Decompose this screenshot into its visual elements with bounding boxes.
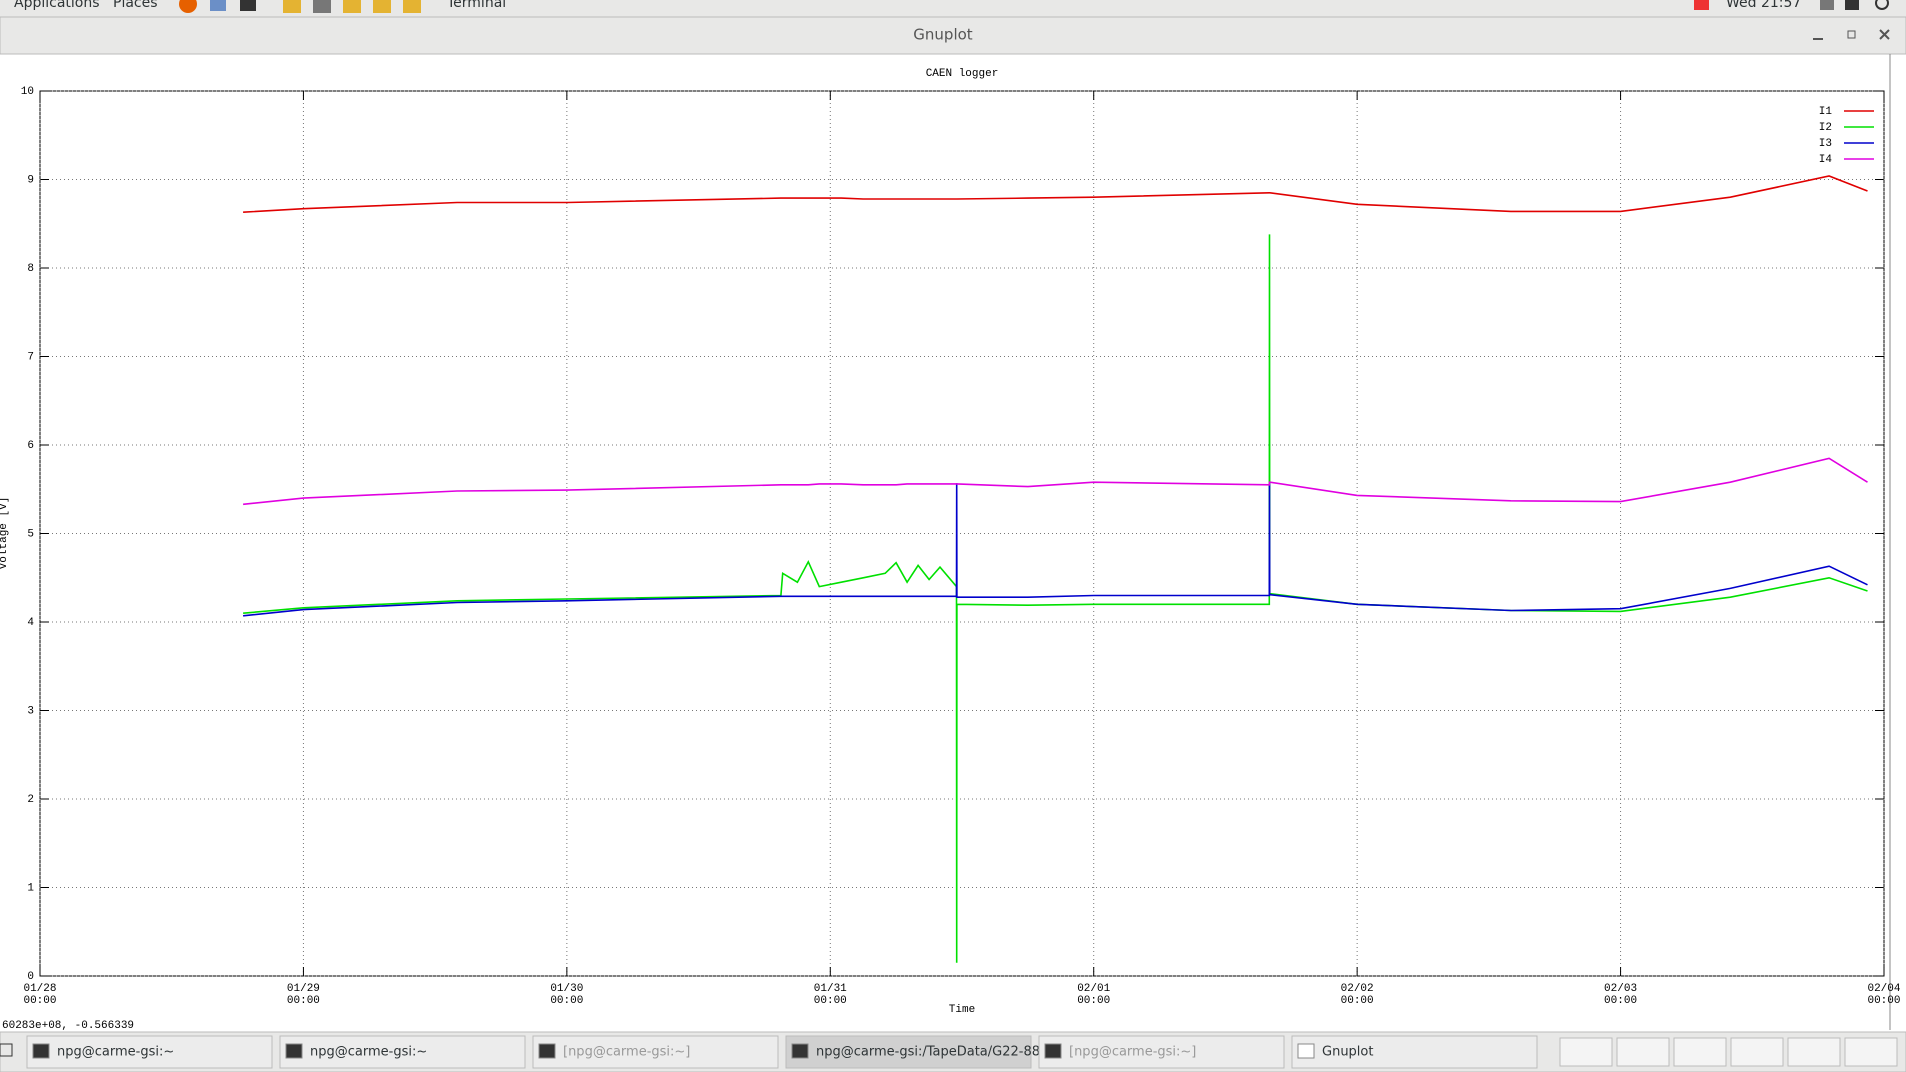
series-line	[243, 483, 1868, 617]
launcher-icon[interactable]	[283, 0, 301, 13]
y-tick-label: 3	[27, 705, 34, 717]
taskbar-icon	[1044, 1043, 1062, 1059]
launcher-icon[interactable]	[343, 0, 361, 13]
show-desktop[interactable]	[0, 1043, 13, 1057]
workspace	[1616, 1037, 1670, 1067]
legend-label: I4	[1819, 154, 1833, 166]
workspace	[1787, 1037, 1841, 1067]
volume-icon[interactable]	[1845, 0, 1859, 10]
taskbar-button[interactable]	[532, 1035, 779, 1069]
series-line	[243, 175, 1868, 213]
workspace	[1844, 1037, 1898, 1067]
launcher-icon[interactable]	[313, 0, 331, 13]
y-tick-label: 9	[27, 174, 34, 186]
x-axis-label: Time	[949, 1004, 975, 1016]
y-tick-label: 10	[21, 86, 34, 98]
clock[interactable]: Wed 21:57	[1726, 0, 1801, 11]
taskbar-button[interactable]	[279, 1035, 526, 1069]
chart-title: CAEN logger	[926, 68, 999, 80]
menu-places[interactable]: Places	[113, 0, 158, 11]
workspace	[1559, 1037, 1613, 1067]
taskbar-label: [npg@carme-gsi:~]	[563, 1045, 690, 1060]
menu-terminal[interactable]: Terminal	[446, 0, 506, 11]
taskbar-button[interactable]	[26, 1035, 273, 1069]
maximize-button[interactable]	[1847, 30, 1856, 39]
series-line	[243, 457, 1868, 506]
x-tick-label: 01/29 00:00	[286, 983, 320, 1007]
close-button[interactable]	[1879, 29, 1890, 40]
taskbar-button[interactable]	[1038, 1035, 1285, 1069]
window-title: Gnuplot	[913, 26, 973, 44]
taskbar-label: [npg@carme-gsi:~]	[1069, 1045, 1196, 1060]
y-tick-label: 4	[27, 617, 34, 629]
status-text: 60283e+08, -0.566339	[2, 1020, 134, 1032]
taskbar-icon	[791, 1043, 809, 1059]
taskbar-icon	[1297, 1043, 1315, 1059]
taskbar-label: npg@carme-gsi:~	[57, 1045, 174, 1060]
legend-label: I2	[1819, 122, 1832, 134]
x-tick-label: 02/02 00:00	[1340, 983, 1374, 1007]
alert-icon[interactable]	[1694, 0, 1709, 10]
legend-label: I3	[1819, 138, 1832, 150]
x-tick-label: 01/31 00:00	[813, 983, 847, 1007]
menu-applications[interactable]: Applications	[14, 0, 100, 11]
launcher-icon[interactable]	[373, 0, 391, 13]
y-axis-label: Voltage [V]	[0, 497, 10, 570]
network-icon[interactable]	[1820, 0, 1834, 10]
taskbar-label: npg@carme-gsi:~	[310, 1045, 427, 1060]
legend-label: I1	[1819, 106, 1833, 118]
y-tick-label: 0	[27, 971, 34, 983]
y-tick-label: 1	[27, 882, 34, 894]
launcher-icon[interactable]	[403, 0, 421, 13]
y-tick-label: 6	[27, 440, 34, 452]
taskbar-icon	[538, 1043, 556, 1059]
x-tick-label: 02/01 00:00	[1077, 983, 1111, 1007]
y-tick-label: 8	[27, 263, 34, 275]
y-tick-label: 2	[27, 794, 34, 806]
workspace	[1730, 1037, 1784, 1067]
top-bar	[0, 0, 1906, 17]
taskbar-label: Gnuplot	[1322, 1045, 1373, 1060]
x-tick-label: 02/04 00:00	[1867, 983, 1901, 1007]
files-icon[interactable]	[210, 0, 226, 11]
y-tick-label: 7	[27, 351, 34, 363]
terminal-icon[interactable]	[240, 0, 256, 11]
x-tick-label: 01/30 00:00	[550, 983, 584, 1007]
taskbar-button[interactable]	[785, 1035, 1032, 1069]
taskbar-icon	[285, 1043, 303, 1059]
taskbar-button[interactable]	[1291, 1035, 1538, 1069]
series-line	[243, 234, 1868, 963]
taskbar-label: npg@carme-gsi:/TapeData/G22-88	[816, 1045, 1040, 1060]
power-icon[interactable]	[1875, 0, 1889, 10]
workspace	[1673, 1037, 1727, 1067]
x-tick-label: 01/28 00:00	[23, 983, 57, 1007]
firefox-icon[interactable]	[179, 0, 197, 13]
x-tick-label: 02/03 00:00	[1604, 983, 1638, 1007]
y-tick-label: 5	[27, 528, 34, 540]
title-bar	[0, 16, 1906, 55]
taskbar-icon	[32, 1043, 50, 1059]
